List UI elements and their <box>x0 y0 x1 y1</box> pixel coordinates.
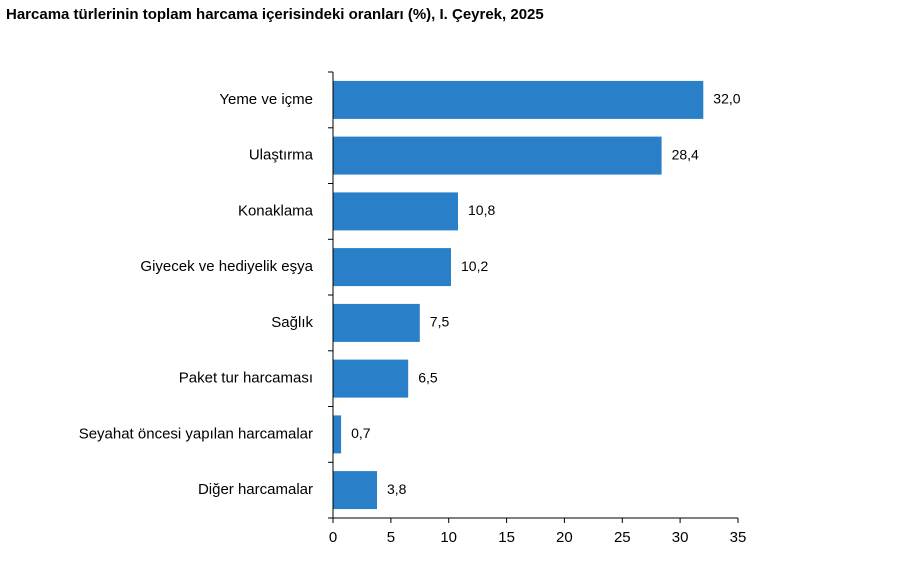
x-tick-label: 30 <box>672 529 689 546</box>
category-label: Giyecek ve hediyelik eşya <box>140 258 313 275</box>
value-label: 10,2 <box>461 258 488 274</box>
x-tick-label: 20 <box>556 529 573 546</box>
bar <box>333 80 704 119</box>
x-tick-label: 5 <box>387 529 395 546</box>
category-label: Konaklama <box>238 202 314 219</box>
bars-layer <box>333 80 704 510</box>
bar <box>333 136 662 175</box>
bar <box>333 359 409 398</box>
bar <box>333 248 451 287</box>
category-label: Seyahat öncesi yapılan harcamalar <box>79 425 313 442</box>
bar <box>333 471 377 510</box>
value-label: 3,8 <box>387 481 407 497</box>
x-tick-label: 25 <box>614 529 631 546</box>
value-label: 28,4 <box>672 146 699 162</box>
value-label: 10,8 <box>468 202 495 218</box>
axis-layer: 0 5 10 15 20 25 30 35 <box>328 71 747 546</box>
x-tick-label: 10 <box>440 529 457 546</box>
x-tick-label: 0 <box>329 529 337 546</box>
x-tick-label: 35 <box>730 529 747 546</box>
x-tick-label: 15 <box>498 529 515 546</box>
bar <box>333 192 458 231</box>
value-label: 6,5 <box>418 369 438 385</box>
chart-title: Harcama türlerinin toplam harcama içeris… <box>6 6 544 23</box>
value-label: 32,0 <box>713 91 740 107</box>
category-label: Yeme ve içme <box>219 91 313 108</box>
category-label: Paket tur harcaması <box>179 370 313 387</box>
labels-layer: Yeme ve içme 32,0 Ulaştırma 28,4 Konaklama 10… <box>79 91 741 498</box>
value-label: 7,5 <box>430 314 450 330</box>
category-label: Diğer harcamalar <box>198 481 313 498</box>
category-label: Ulaştırma <box>249 147 314 164</box>
value-label: 0,7 <box>351 425 371 441</box>
bar <box>333 415 342 454</box>
category-label: Sağlık <box>271 314 313 331</box>
bar <box>333 303 420 342</box>
